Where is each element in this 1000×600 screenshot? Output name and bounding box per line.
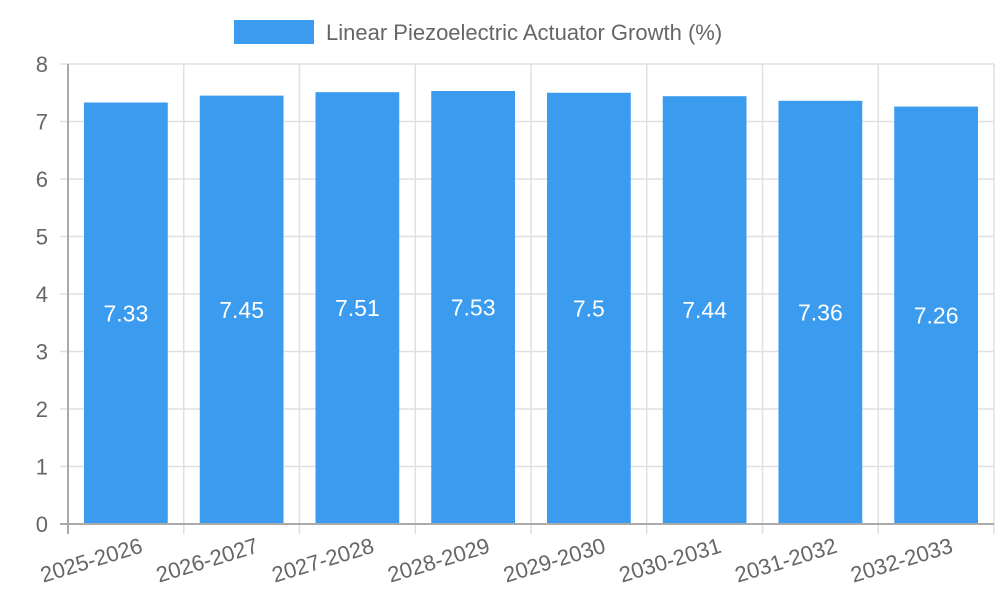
- bar[interactable]: [894, 106, 978, 525]
- data-labels: 7.33 7.45 7.51 7.53 7.5 7.44 7.36 7.26: [103, 295, 958, 329]
- legend-label: Linear Piezoelectric Actuator Growth (%): [326, 20, 722, 45]
- x-axis-ticks: 2025-2026 2026-2027 2027-2028 2028-2029 2029…: [37, 533, 955, 588]
- x-tick-label: 2029-2030: [500, 533, 608, 588]
- y-tick-label: 8: [36, 52, 48, 77]
- bar-value-label: 7.45: [219, 297, 264, 323]
- bar[interactable]: [199, 95, 284, 524]
- y-axis-ticks: 0 1 2 3 4 5 6 7 8: [36, 52, 48, 537]
- legend[interactable]: Linear Piezoelectric Actuator Growth (%): [234, 20, 722, 45]
- x-tick-label: 2026-2027: [153, 533, 261, 588]
- x-tick-label: 2025-2026: [37, 533, 145, 588]
- y-tick-label: 1: [36, 455, 48, 480]
- x-tick-label: 2028-2029: [385, 533, 493, 588]
- bar-value-label: 7.51: [335, 295, 380, 321]
- x-tick-label: 2032-2033: [848, 533, 956, 588]
- y-tick-label: 2: [36, 397, 48, 422]
- bar-value-label: 7.53: [451, 295, 496, 321]
- y-tick-label: 4: [36, 282, 48, 307]
- y-tick-label: 6: [36, 167, 48, 192]
- bar[interactable]: [662, 96, 747, 524]
- bar[interactable]: [315, 92, 400, 525]
- bar[interactable]: [84, 102, 168, 525]
- axes: [60, 64, 994, 534]
- y-tick-label: 3: [36, 340, 48, 365]
- bar-value-label: 7.26: [914, 302, 959, 328]
- bar-value-label: 7.36: [798, 299, 843, 325]
- x-tick-label: 2027-2028: [269, 533, 377, 588]
- y-tick-label: 7: [36, 110, 48, 135]
- y-tick-label: 0: [36, 512, 48, 537]
- bar-value-label: 7.5: [573, 295, 605, 321]
- bar[interactable]: [431, 91, 515, 525]
- bars: [84, 91, 978, 525]
- y-tick-label: 5: [36, 225, 48, 250]
- bar-value-label: 7.33: [103, 300, 148, 326]
- legend-swatch: [234, 20, 314, 44]
- bar[interactable]: [547, 92, 631, 524]
- x-tick-label: 2031-2032: [732, 533, 840, 588]
- x-tick-label: 2030-2031: [616, 533, 724, 588]
- bar-value-label: 7.44: [682, 297, 727, 323]
- bar[interactable]: [778, 100, 863, 525]
